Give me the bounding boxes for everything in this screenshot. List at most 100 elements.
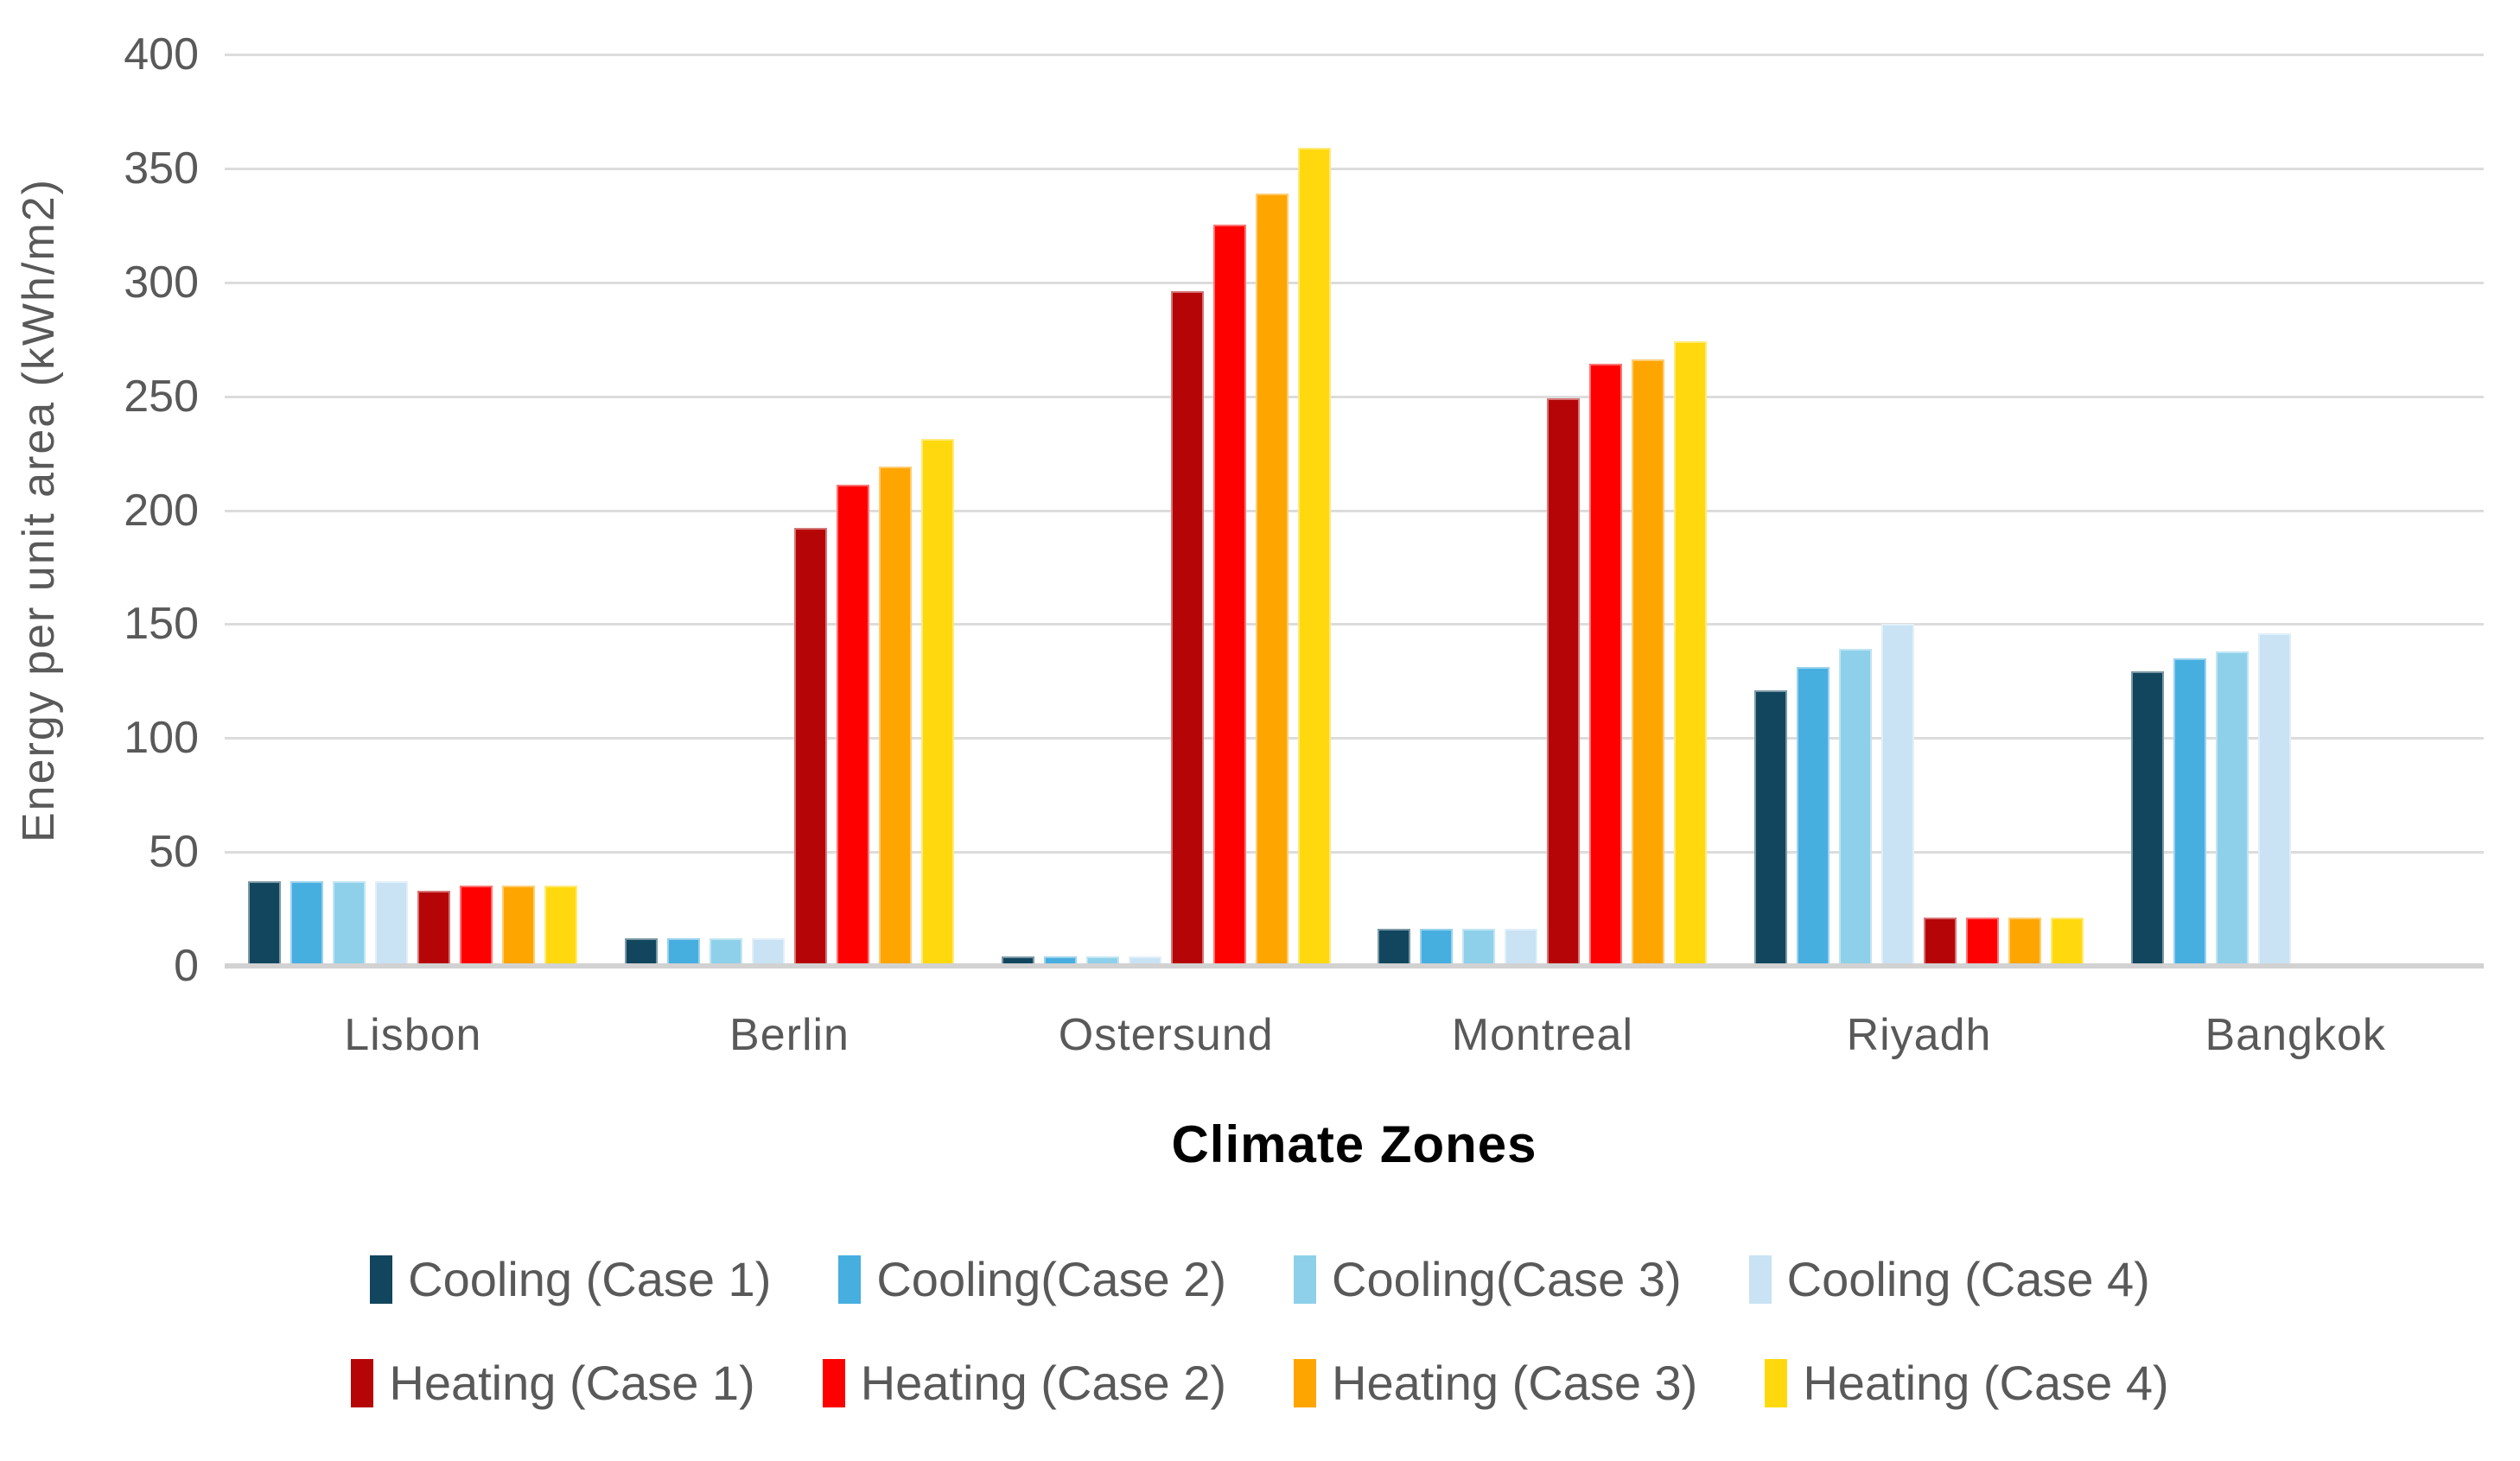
gridline-150 bbox=[225, 623, 2484, 626]
legend-item-cooling-case-1: Cooling (Case 1) bbox=[370, 1251, 771, 1307]
gridline-350 bbox=[225, 167, 2484, 170]
y-tick-label-50: 50 bbox=[149, 827, 199, 878]
x-axis-title: Climate Zones bbox=[1171, 1115, 1537, 1173]
legend-swatch-cooling-case-2 bbox=[838, 1255, 862, 1304]
x-axis-labels: Lisbon Berlin Ostersund Montreal Riyadh Bangk… bbox=[225, 1009, 2484, 1061]
bar-ostersund-heating-case-1 bbox=[1170, 290, 1204, 963]
bar-montreal-heating-case-4 bbox=[1674, 340, 1708, 963]
bar-riyadh-cooling-case-2 bbox=[1797, 667, 1830, 963]
bar-montreal-heating-case-1 bbox=[1547, 397, 1581, 963]
bar-montreal-heating-case-2 bbox=[1589, 364, 1623, 963]
bar-lisbon-heating-case-1 bbox=[417, 890, 451, 963]
legend-label-cooling-case-4: Cooling (Case 4) bbox=[1786, 1252, 2150, 1306]
bar-ostersund-cooling-case-3 bbox=[1085, 956, 1119, 963]
legend-item-heating-case-3: Heating (Case 3) bbox=[1294, 1355, 1697, 1411]
bar-riyadh-cooling-case-1 bbox=[1754, 689, 1788, 963]
bar-ostersund-cooling-case-2 bbox=[1043, 956, 1077, 963]
legend-item-heating-case-1: Heating (Case 1) bbox=[351, 1355, 755, 1411]
legend-swatch-cooling-case-1 bbox=[370, 1255, 393, 1304]
plot-area bbox=[225, 52, 2484, 969]
legend-label-cooling-case-3: Cooling(Case 3) bbox=[1332, 1252, 1682, 1306]
bar-lisbon-cooling-case-3 bbox=[333, 881, 366, 963]
x-category-label-berlin: Berlin bbox=[729, 1010, 850, 1060]
bar-berlin-heating-case-2 bbox=[837, 485, 869, 963]
gridline-50 bbox=[225, 851, 2484, 854]
legend-label-cooling-case-1: Cooling (Case 1) bbox=[408, 1252, 772, 1306]
bar-ostersund-heating-case-2 bbox=[1212, 225, 1246, 963]
bar-berlin-cooling-case-2 bbox=[667, 938, 700, 963]
bar-riyadh-heating-case-1 bbox=[1924, 918, 1957, 963]
bar-berlin-heating-case-1 bbox=[794, 528, 827, 963]
bar-lisbon-heating-case-3 bbox=[502, 886, 536, 963]
bar-group-berlin bbox=[601, 52, 978, 963]
bar-bangkok-cooling-case-1 bbox=[2130, 671, 2164, 963]
bar-group-lisbon bbox=[225, 52, 601, 963]
x-category-label-montreal: Montreal bbox=[1451, 1010, 1633, 1060]
y-tick-label-100: 100 bbox=[124, 713, 199, 764]
y-tick-label-0: 0 bbox=[174, 941, 199, 991]
bar-group-riyadh bbox=[1731, 52, 2108, 963]
bar-riyadh-heating-case-4 bbox=[2051, 918, 2084, 963]
bar-berlin-heating-case-3 bbox=[879, 467, 912, 963]
legend-swatch-heating-case-2 bbox=[822, 1358, 845, 1407]
bar-riyadh-cooling-case-4 bbox=[1881, 624, 1915, 963]
x-category-label-riyadh: Riyadh bbox=[1846, 1010, 1992, 1060]
bar-ostersund-heating-case-3 bbox=[1255, 193, 1289, 963]
bar-riyadh-heating-case-2 bbox=[1966, 918, 2000, 963]
legend-item-heating-case-2: Heating (Case 2) bbox=[822, 1355, 1226, 1411]
legend-swatch-heating-case-1 bbox=[351, 1358, 374, 1407]
y-tick-label-250: 250 bbox=[124, 371, 199, 422]
legend-swatch-cooling-case-4 bbox=[1748, 1255, 1772, 1304]
bar-lisbon-heating-case-4 bbox=[544, 886, 578, 963]
legend-label-heating-case-2: Heating (Case 2) bbox=[860, 1356, 1226, 1410]
bar-ostersund-cooling-case-1 bbox=[1001, 956, 1034, 963]
bar-group-ostersund bbox=[977, 52, 1354, 963]
bar-riyadh-cooling-case-3 bbox=[1839, 649, 1873, 963]
bar-group-bangkok bbox=[2107, 52, 2484, 963]
legend-row-heating: Heating (Case 1) Heating (Case 2) Heating … bbox=[0, 1355, 2520, 1411]
bar-berlin-heating-case-4 bbox=[921, 439, 954, 963]
bar-ostersund-heating-case-4 bbox=[1297, 147, 1331, 963]
legend-item-cooling-case-4: Cooling (Case 4) bbox=[1748, 1251, 2150, 1307]
bar-bangkok-cooling-case-3 bbox=[2215, 651, 2249, 963]
legend-item-cooling-case-3: Cooling(Case 3) bbox=[1294, 1251, 1682, 1307]
bar-lisbon-cooling-case-4 bbox=[375, 881, 409, 963]
bar-montreal-cooling-case-3 bbox=[1462, 929, 1496, 963]
legend-swatch-cooling-case-3 bbox=[1294, 1255, 1316, 1304]
bar-berlin-cooling-case-1 bbox=[625, 938, 658, 963]
gridline-300 bbox=[225, 281, 2484, 284]
bar-lisbon-cooling-case-1 bbox=[248, 881, 282, 963]
bar-groups bbox=[225, 52, 2484, 963]
y-tick-label-300: 300 bbox=[124, 257, 199, 308]
bar-bangkok-cooling-case-2 bbox=[2173, 657, 2206, 963]
legend-label-heating-case-4: Heating (Case 4) bbox=[1803, 1356, 2169, 1410]
gridline-400 bbox=[225, 54, 2484, 56]
legend-item-heating-case-4: Heating (Case 4) bbox=[1765, 1355, 2169, 1411]
x-axis-line bbox=[225, 963, 2484, 969]
legend-swatch-heating-case-3 bbox=[1294, 1358, 1316, 1407]
bar-montreal-cooling-case-2 bbox=[1420, 929, 1454, 963]
legend-label-heating-case-3: Heating (Case 3) bbox=[1332, 1356, 1698, 1410]
y-tick-label-400: 400 bbox=[124, 29, 199, 79]
y-tick-label-350: 350 bbox=[124, 143, 199, 194]
legend-swatch-heating-case-4 bbox=[1765, 1358, 1788, 1407]
x-category-label-lisbon: Lisbon bbox=[344, 1010, 482, 1060]
legend-label-cooling-case-2: Cooling(Case 2) bbox=[876, 1252, 1226, 1306]
y-tick-label-200: 200 bbox=[124, 485, 199, 536]
legend-item-cooling-case-2: Cooling(Case 2) bbox=[838, 1251, 1226, 1307]
y-tick-label-150: 150 bbox=[124, 599, 199, 650]
bar-montreal-cooling-case-1 bbox=[1378, 929, 1411, 963]
bar-group-montreal bbox=[1354, 52, 1731, 963]
bar-ostersund-cooling-case-4 bbox=[1128, 956, 1161, 963]
legend-label-heating-case-1: Heating (Case 1) bbox=[389, 1356, 755, 1410]
gridline-100 bbox=[225, 737, 2484, 740]
bar-riyadh-heating-case-3 bbox=[2008, 918, 2042, 963]
bar-lisbon-heating-case-2 bbox=[460, 886, 493, 963]
x-category-label-ostersund: Ostersund bbox=[1058, 1010, 1274, 1060]
legend-row-cooling: Cooling (Case 1) Cooling(Case 2) Cooling(C… bbox=[0, 1251, 2520, 1307]
bar-lisbon-cooling-case-2 bbox=[290, 881, 324, 963]
bar-berlin-cooling-case-3 bbox=[710, 938, 742, 963]
bar-montreal-cooling-case-4 bbox=[1505, 929, 1538, 963]
bar-berlin-cooling-case-4 bbox=[752, 938, 785, 963]
